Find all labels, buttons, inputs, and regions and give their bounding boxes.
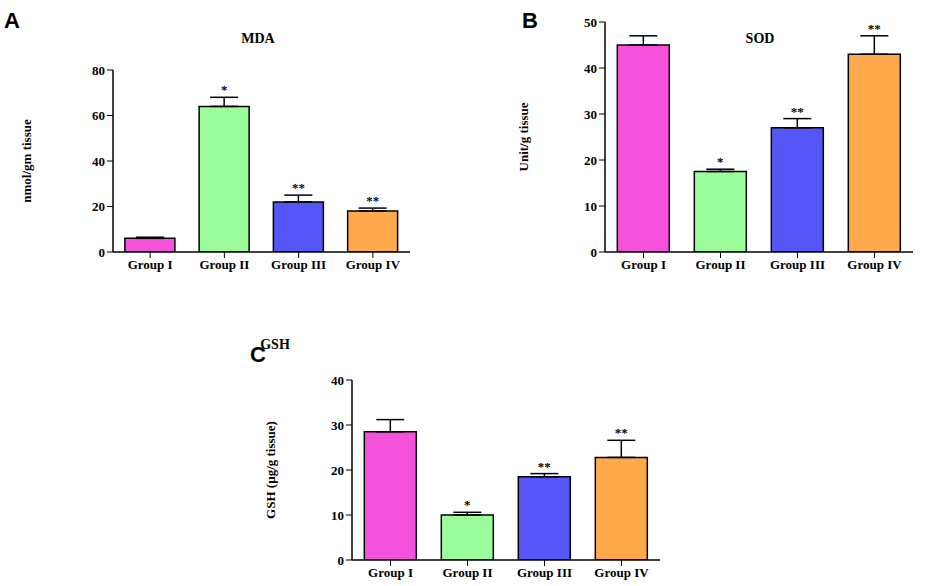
svg-text:Group I: Group I <box>128 257 173 272</box>
svg-text:60: 60 <box>92 108 105 123</box>
svg-text:**: ** <box>538 459 551 474</box>
svg-text:**: ** <box>292 180 305 195</box>
svg-text:Group III: Group III <box>517 565 572 580</box>
svg-text:Group II: Group II <box>199 257 249 272</box>
svg-text:**: ** <box>366 193 379 208</box>
svg-text:20: 20 <box>331 463 344 478</box>
svg-text:*: * <box>464 497 471 512</box>
svg-text:Group I: Group I <box>621 257 666 272</box>
svg-text:30: 30 <box>584 107 597 122</box>
html-text:GSH: GSH <box>260 337 290 352</box>
svg-text:0: 0 <box>99 245 106 260</box>
svg-text:nmol/gm tissue: nmol/gm tissue <box>19 119 34 203</box>
html-text:C: C <box>250 342 266 367</box>
svg-text:Group IV: Group IV <box>847 257 902 272</box>
svg-text:Group IV: Group IV <box>346 257 401 272</box>
svg-text:0: 0 <box>591 245 598 260</box>
svg-text:Group III: Group III <box>770 257 825 272</box>
svg-text:*: * <box>717 154 724 169</box>
svg-text:80: 80 <box>92 63 105 78</box>
html-text:A: A <box>4 8 20 33</box>
svg-text:50: 50 <box>584 15 597 30</box>
svg-text:**: ** <box>615 425 628 440</box>
svg-text:GSH (µg/g tissue): GSH (µg/g tissue) <box>263 421 278 519</box>
html-text:SOD: SOD <box>745 31 775 46</box>
svg-text:20: 20 <box>584 153 597 168</box>
html-text:B: B <box>522 8 538 33</box>
svg-text:40: 40 <box>331 373 344 388</box>
svg-text:0: 0 <box>338 553 345 568</box>
svg-text:Group II: Group II <box>696 257 746 272</box>
svg-text:20: 20 <box>92 199 105 214</box>
svg-text:*: * <box>221 82 228 97</box>
svg-text:**: ** <box>791 104 804 119</box>
html-text:MDA: MDA <box>241 31 275 46</box>
svg-text:Group II: Group II <box>443 565 493 580</box>
svg-text:40: 40 <box>584 61 597 76</box>
svg-text:10: 10 <box>331 508 344 523</box>
svg-text:30: 30 <box>331 418 344 433</box>
svg-text:Group I: Group I <box>368 565 413 580</box>
svg-text:40: 40 <box>92 154 105 169</box>
svg-text:Group III: Group III <box>271 257 326 272</box>
svg-text:Group IV: Group IV <box>594 565 649 580</box>
svg-text:Unit/g tissue: Unit/g tissue <box>516 102 531 171</box>
svg-text:**: ** <box>868 21 881 36</box>
svg-text:10: 10 <box>584 199 597 214</box>
